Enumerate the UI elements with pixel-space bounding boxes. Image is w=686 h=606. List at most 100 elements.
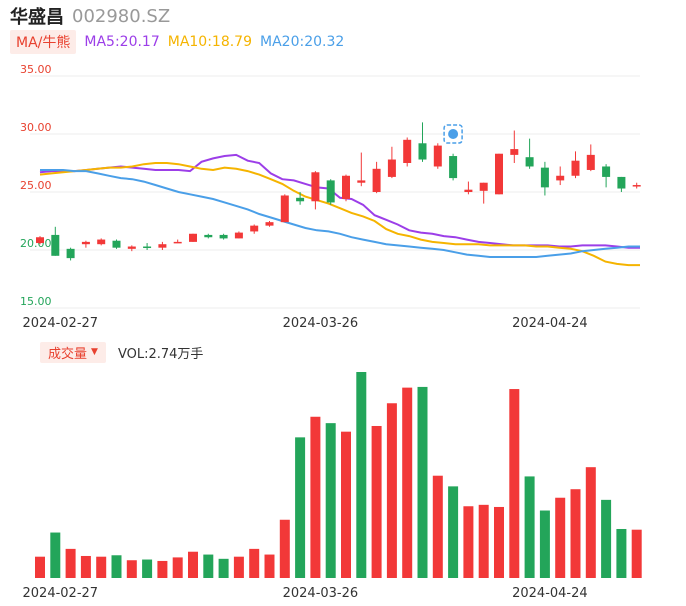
volume-x-tick-label: 2024-03-26 <box>283 586 359 601</box>
candle-body[interactable] <box>311 172 320 202</box>
candle-body[interactable] <box>449 156 458 179</box>
volume-bar[interactable] <box>570 489 581 578</box>
candle-body[interactable] <box>433 145 442 167</box>
candle-body[interactable] <box>204 234 213 238</box>
volume-bar[interactable] <box>463 506 474 578</box>
y-tick-label: 30.00 <box>20 121 52 134</box>
candle-body[interactable] <box>326 180 335 203</box>
candle-body[interactable] <box>632 185 641 187</box>
caret-down-icon: ▼ <box>91 347 98 357</box>
volume-bar[interactable] <box>539 510 550 578</box>
candle-body[interactable] <box>143 246 152 249</box>
volume-indicator-selector[interactable]: 成交量 ▼ <box>40 341 106 363</box>
volume-bar[interactable] <box>524 476 535 578</box>
volume-bar[interactable] <box>478 504 489 578</box>
volume-bar[interactable] <box>601 499 612 578</box>
candle-body[interactable] <box>173 241 182 244</box>
volume-bar[interactable] <box>249 548 260 578</box>
volume-bar[interactable] <box>233 556 244 578</box>
candle-body[interactable] <box>571 160 580 176</box>
candle-body[interactable] <box>418 143 427 160</box>
ma10-legend: MA10:18.79 <box>167 34 253 50</box>
volume-bar[interactable] <box>341 431 351 578</box>
volume-bar[interactable] <box>631 529 642 578</box>
volume-bar[interactable] <box>371 425 382 578</box>
candle-body[interactable] <box>556 175 565 181</box>
candle-body[interactable] <box>51 234 60 256</box>
candle-body[interactable] <box>296 197 305 202</box>
candle-body[interactable] <box>127 246 136 249</box>
candle-body[interactable] <box>464 189 473 192</box>
candle-body[interactable] <box>540 167 549 188</box>
volume-bar[interactable] <box>96 556 107 578</box>
volume-bar[interactable] <box>555 497 566 578</box>
candle-body[interactable] <box>495 153 503 195</box>
candle-body[interactable] <box>525 157 534 167</box>
volume-bar[interactable] <box>585 467 596 578</box>
candle-body[interactable] <box>372 168 381 192</box>
x-tick-label: 2024-02-27 <box>23 316 99 331</box>
candle-body[interactable] <box>586 154 595 170</box>
volume-bar[interactable] <box>80 555 91 578</box>
candle-body[interactable] <box>250 225 259 232</box>
volume-bar[interactable] <box>356 372 367 578</box>
volume-legend: 成交量 ▼ VOL:2.74万手 <box>40 341 204 363</box>
volume-bar[interactable] <box>448 486 459 578</box>
candle-body[interactable] <box>158 244 167 248</box>
candle-body[interactable] <box>81 241 90 245</box>
candle-body[interactable] <box>387 159 396 177</box>
volume-bar[interactable] <box>142 559 153 578</box>
candle-body[interactable] <box>479 182 488 191</box>
candle-body[interactable] <box>189 233 197 242</box>
stock-code: 002980.SZ <box>72 5 171 27</box>
volume-bar[interactable] <box>157 560 168 578</box>
ma20-line <box>40 169 640 258</box>
volume-bar[interactable] <box>188 551 198 578</box>
volume-bar[interactable] <box>126 560 137 578</box>
candle-body[interactable] <box>112 240 121 248</box>
candle-body[interactable] <box>342 175 350 199</box>
volume-bar[interactable] <box>35 556 45 578</box>
candle-body[interactable] <box>265 222 274 226</box>
volume-bar[interactable] <box>65 548 76 578</box>
candle-body[interactable] <box>97 239 106 245</box>
stock-header: 华盛昌 002980.SZ <box>10 4 171 29</box>
volume-bar[interactable] <box>172 557 183 578</box>
volume-bar[interactable] <box>402 387 413 578</box>
ma-legend: MA/牛熊 MA5:20.17 MA10:18.79 MA20:20.32 <box>10 30 344 54</box>
volume-bar[interactable] <box>111 555 122 578</box>
volume-bar[interactable] <box>494 506 504 578</box>
candle-body[interactable] <box>617 176 626 189</box>
volume-bar[interactable] <box>50 532 61 578</box>
volume-bar[interactable] <box>310 416 321 578</box>
volume-bar[interactable] <box>417 386 428 578</box>
volume-bar[interactable] <box>386 403 397 578</box>
candle-body[interactable] <box>602 166 611 177</box>
candle-body[interactable] <box>510 149 519 155</box>
x-tick-label: 2024-04-24 <box>512 316 588 331</box>
volume-bar[interactable] <box>218 558 229 578</box>
volume-bar[interactable] <box>509 389 520 578</box>
volume-bar[interactable] <box>295 437 306 578</box>
volume-bar[interactable] <box>325 423 336 578</box>
ma5-line <box>39 153 640 249</box>
ma10-line <box>39 162 640 267</box>
volume-bar[interactable] <box>616 528 627 578</box>
volume-x-tick-label: 2024-02-27 <box>23 586 99 601</box>
volume-bar[interactable] <box>264 554 275 578</box>
volume-bar[interactable] <box>432 475 443 578</box>
candle-body[interactable] <box>357 180 366 183</box>
y-tick-label: 35.00 <box>20 63 52 76</box>
ma-type-selector[interactable]: MA/牛熊 <box>10 30 77 54</box>
candle-body[interactable] <box>234 232 243 239</box>
candle-body[interactable] <box>403 139 412 163</box>
volume-bar[interactable] <box>203 554 214 578</box>
candle-body[interactable] <box>36 237 44 244</box>
volume-bar[interactable] <box>279 519 290 578</box>
stock-name: 华盛昌 <box>10 7 64 28</box>
candle-body[interactable] <box>219 234 228 239</box>
candle-body[interactable] <box>66 248 75 259</box>
candle-body[interactable] <box>280 195 289 223</box>
volume-value: VOL:2.74万手 <box>117 346 204 362</box>
